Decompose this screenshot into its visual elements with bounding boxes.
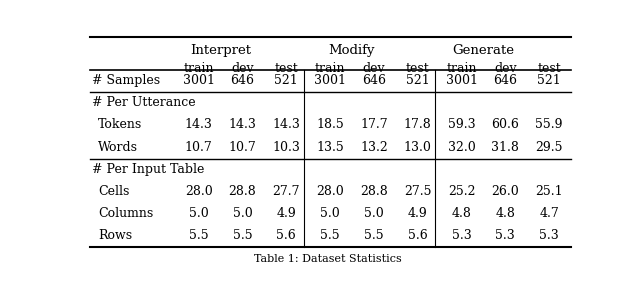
Text: 10.3: 10.3	[272, 141, 300, 154]
Text: 5.5: 5.5	[364, 229, 384, 242]
Text: 28.0: 28.0	[316, 185, 344, 198]
Text: dev: dev	[363, 62, 385, 75]
Text: test: test	[406, 62, 429, 75]
Text: 3001: 3001	[445, 74, 477, 87]
Text: 4.9: 4.9	[408, 207, 428, 220]
Text: dev: dev	[494, 62, 516, 75]
Text: 59.3: 59.3	[448, 118, 476, 132]
Text: Columns: Columns	[99, 207, 154, 220]
Text: 17.8: 17.8	[404, 118, 431, 132]
Text: 10.7: 10.7	[228, 141, 256, 154]
Text: Rows: Rows	[99, 229, 132, 242]
Text: 5.0: 5.0	[232, 207, 252, 220]
Text: 13.2: 13.2	[360, 141, 388, 154]
Text: 5.3: 5.3	[452, 229, 472, 242]
Text: 14.3: 14.3	[185, 118, 212, 132]
Text: 31.8: 31.8	[492, 141, 519, 154]
Text: Table 1: Dataset Statistics: Table 1: Dataset Statistics	[254, 254, 402, 264]
Text: 4.8: 4.8	[452, 207, 472, 220]
Text: # Per Input Table: # Per Input Table	[92, 163, 205, 176]
Text: 4.8: 4.8	[495, 207, 515, 220]
Text: 25.2: 25.2	[448, 185, 476, 198]
Text: test: test	[275, 62, 298, 75]
Text: test: test	[537, 62, 561, 75]
Text: 5.6: 5.6	[276, 229, 296, 242]
Text: Generate: Generate	[452, 44, 515, 57]
Text: Interpret: Interpret	[190, 44, 251, 57]
Text: 14.3: 14.3	[272, 118, 300, 132]
Text: train: train	[446, 62, 477, 75]
Text: 521: 521	[406, 74, 429, 87]
Text: 4.9: 4.9	[276, 207, 296, 220]
Text: 28.8: 28.8	[360, 185, 388, 198]
Text: 25.1: 25.1	[535, 185, 563, 198]
Text: 5.5: 5.5	[189, 229, 209, 242]
Text: 5.0: 5.0	[189, 207, 209, 220]
Text: 29.5: 29.5	[536, 141, 563, 154]
Text: 13.0: 13.0	[404, 141, 431, 154]
Text: 27.5: 27.5	[404, 185, 431, 198]
Text: 32.0: 32.0	[447, 141, 476, 154]
Text: 5.6: 5.6	[408, 229, 428, 242]
Text: # Samples: # Samples	[92, 74, 161, 87]
Text: 5.5: 5.5	[232, 229, 252, 242]
Text: Cells: Cells	[99, 185, 130, 198]
Text: train: train	[184, 62, 214, 75]
Text: 10.7: 10.7	[185, 141, 212, 154]
Text: # Per Utterance: # Per Utterance	[92, 96, 196, 109]
Text: 28.0: 28.0	[185, 185, 212, 198]
Text: Words: Words	[99, 141, 138, 154]
Text: 646: 646	[362, 74, 386, 87]
Text: 3001: 3001	[314, 74, 346, 87]
Text: 646: 646	[230, 74, 255, 87]
Text: 5.5: 5.5	[320, 229, 340, 242]
Text: 13.5: 13.5	[316, 141, 344, 154]
Text: train: train	[315, 62, 346, 75]
Text: 60.6: 60.6	[492, 118, 519, 132]
Text: 3001: 3001	[182, 74, 214, 87]
Text: Tokens: Tokens	[99, 118, 143, 132]
Text: 17.7: 17.7	[360, 118, 388, 132]
Text: 5.0: 5.0	[364, 207, 384, 220]
Text: 28.8: 28.8	[228, 185, 256, 198]
Text: 18.5: 18.5	[316, 118, 344, 132]
Text: 14.3: 14.3	[228, 118, 257, 132]
Text: 646: 646	[493, 74, 517, 87]
Text: 521: 521	[537, 74, 561, 87]
Text: 5.3: 5.3	[495, 229, 515, 242]
Text: 26.0: 26.0	[492, 185, 519, 198]
Text: dev: dev	[231, 62, 253, 75]
Text: 55.9: 55.9	[536, 118, 563, 132]
Text: 5.0: 5.0	[320, 207, 340, 220]
Text: 521: 521	[275, 74, 298, 87]
Text: 5.3: 5.3	[540, 229, 559, 242]
Text: 4.7: 4.7	[540, 207, 559, 220]
Text: 27.7: 27.7	[273, 185, 300, 198]
Text: Modify: Modify	[329, 44, 375, 57]
